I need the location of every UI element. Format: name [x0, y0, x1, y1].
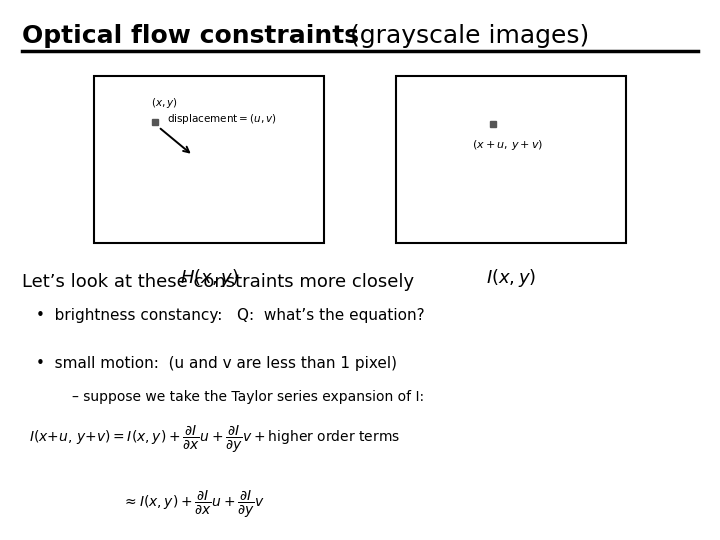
Text: $(x, y)$: $(x, y)$ — [151, 96, 178, 110]
Text: (grayscale images): (grayscale images) — [342, 24, 589, 48]
Text: $I(x{+}u,\, y{+}v) = I(x,y)+\dfrac{\partial I}{\partial x}u+\dfrac{\partial I}{\: $I(x{+}u,\, y{+}v) = I(x,y)+\dfrac{\part… — [29, 424, 400, 455]
Text: $I(x,y)$: $I(x,y)$ — [486, 267, 536, 289]
Text: $\mathrm{displacement} = (u, v)$: $\mathrm{displacement} = (u, v)$ — [167, 112, 277, 126]
Bar — [396, 76, 626, 243]
Text: Let’s look at these constraints more closely: Let’s look at these constraints more clo… — [22, 273, 414, 291]
Text: Optical flow constraints: Optical flow constraints — [22, 24, 359, 48]
Text: $H(x,y)$: $H(x,y)$ — [179, 267, 238, 289]
Bar — [94, 76, 324, 243]
Text: $(x + u,\, y + v)$: $(x + u,\, y + v)$ — [472, 138, 543, 152]
Text: $\approx I(x,y) + \dfrac{\partial I}{\partial x}u + \dfrac{\partial I}{\partial : $\approx I(x,y) + \dfrac{\partial I}{\pa… — [122, 489, 266, 520]
Text: – suppose we take the Taylor series expansion of I:: – suppose we take the Taylor series expa… — [72, 390, 424, 404]
Text: •  small motion:  (u and v are less than 1 pixel): • small motion: (u and v are less than 1… — [36, 356, 397, 372]
Text: •  brightness constancy:   Q:  what’s the equation?: • brightness constancy: Q: what’s the eq… — [36, 308, 425, 323]
